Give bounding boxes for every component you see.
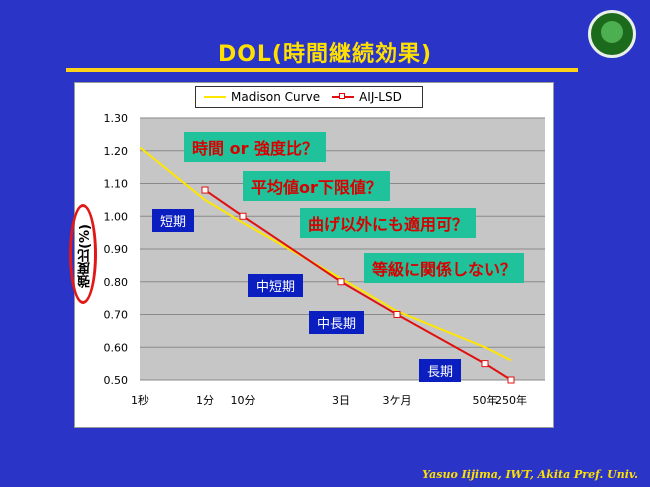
- legend: Madison Curve AIJ-LSD: [195, 86, 423, 108]
- y-tick-label: 0.50: [104, 374, 129, 387]
- y-tick-label: 1.20: [104, 145, 129, 158]
- data-point-aij: [201, 186, 209, 194]
- data-point-aij: [481, 360, 489, 368]
- legend-label-madison: Madison Curve: [231, 90, 321, 104]
- legend-item-aij: AIJ-LSD: [332, 90, 402, 104]
- y-tick-label: 0.70: [104, 309, 129, 322]
- y-tick-label: 1.10: [104, 178, 129, 191]
- annotation-mean-or-lower: 平均値or下限値？: [243, 171, 390, 201]
- x-tick-label: 50年: [473, 393, 498, 407]
- badge-long-term: 長期: [419, 359, 462, 382]
- annotation-grade-independent: 等級に関係しない？: [364, 253, 525, 283]
- y-tick-label: 1.00: [104, 210, 129, 223]
- annotation-beyond-bending: 曲げ以外にも適用可？: [300, 208, 477, 238]
- x-tick-label: 10分: [231, 394, 256, 407]
- y-tick-label: 0.90: [104, 243, 129, 256]
- badge-medium-short-term: 中短期: [248, 274, 304, 297]
- x-tick-label: 1秒: [131, 393, 149, 407]
- legend-label-aij: AIJ-LSD: [359, 90, 402, 104]
- data-point-aij: [393, 311, 401, 318]
- y-tick-label: 0.80: [104, 276, 129, 289]
- x-tick-label: 250年: [495, 393, 527, 407]
- badge-medium-long-term: 中長期: [309, 311, 365, 334]
- x-tick-label: 1分: [196, 394, 214, 407]
- data-point-aij: [507, 376, 515, 384]
- footer-credit: Yasuo Iijima, IWT, Akita Pref. Univ.: [422, 468, 638, 481]
- x-tick-label: 3日: [332, 394, 350, 407]
- data-point-aij: [239, 212, 247, 220]
- page-title: DOL(時間継続効果): [217, 42, 433, 67]
- y-tick-label: 0.60: [104, 341, 129, 354]
- legend-item-madison: Madison Curve: [204, 90, 320, 104]
- data-point-aij: [337, 278, 345, 286]
- y-tick-label: 1.30: [104, 112, 129, 125]
- x-tick-label: 3ケ月: [383, 394, 412, 407]
- legend-line-madison: [204, 96, 226, 98]
- annotation-time-or-ratio: 時間 or 強度比？: [184, 132, 327, 162]
- title-underline: [66, 68, 578, 72]
- y-axis-label-highlight: [69, 204, 97, 304]
- legend-line-aij: [332, 93, 355, 99]
- badge-short-term: 短期: [152, 209, 195, 232]
- university-logo: [588, 10, 636, 58]
- series-line-aij: [204, 189, 512, 381]
